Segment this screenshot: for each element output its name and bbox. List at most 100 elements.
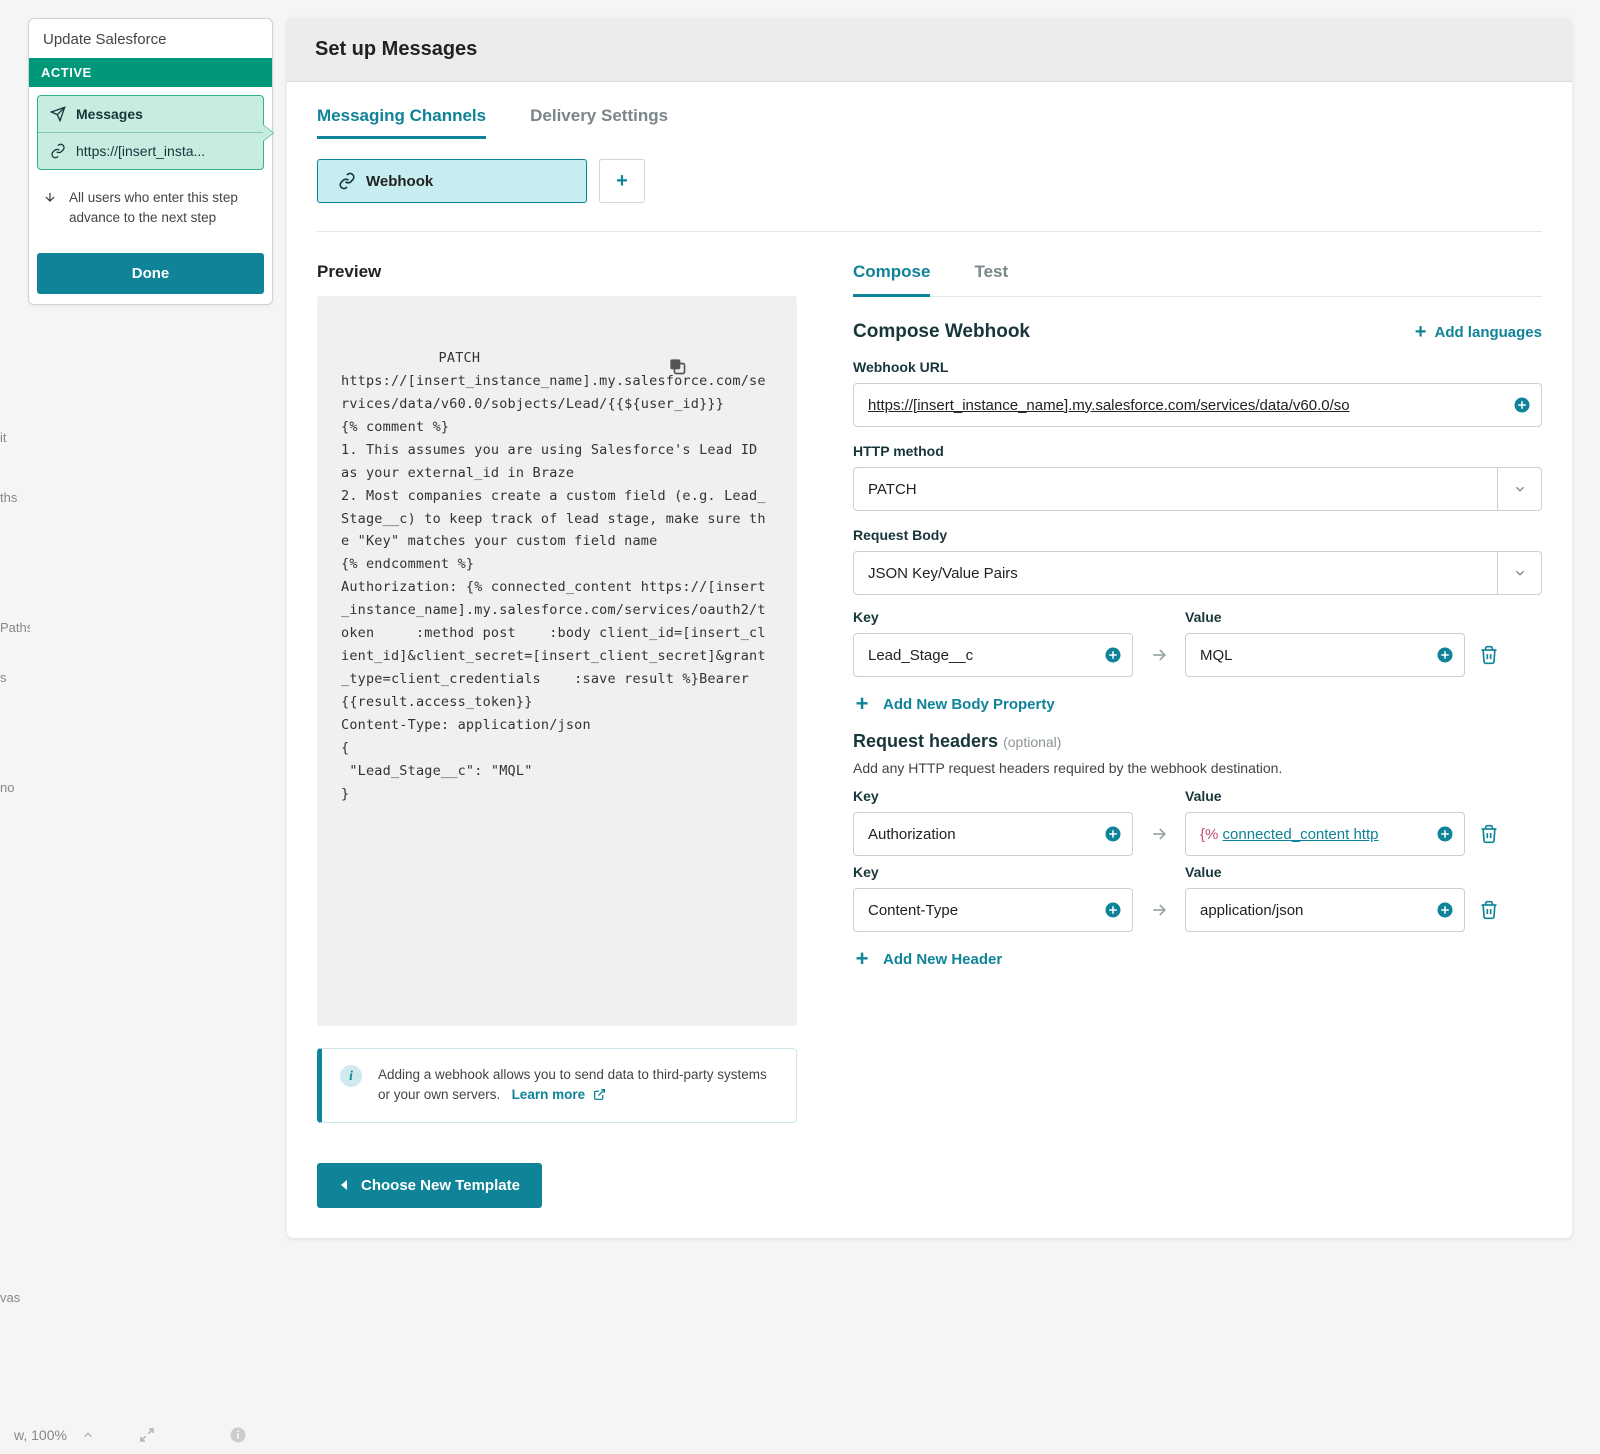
tab-label: Messaging Channels — [317, 106, 486, 125]
link-icon — [50, 143, 66, 159]
label-body-value: Value — [1185, 609, 1465, 625]
top-tabs: Messaging Channels Delivery Settings — [317, 106, 1542, 139]
compose-subtabs: Compose Test — [853, 262, 1542, 297]
tab-label: Delivery Settings — [530, 106, 668, 125]
zoom-bar: w, 100% — [0, 1416, 261, 1454]
header-key-input[interactable]: Content-Type — [853, 888, 1133, 932]
arrow-right-icon — [1145, 888, 1173, 932]
learn-more-label: Learn more — [512, 1087, 586, 1102]
advance-note-text: All users who enter this step advance to… — [69, 188, 258, 227]
body-value-value: MQL — [1200, 647, 1233, 664]
body-key-value: Lead_Stage__c — [868, 647, 973, 664]
subtab-test[interactable]: Test — [974, 262, 1008, 296]
plus-icon: + — [853, 695, 871, 713]
done-button[interactable]: Done — [37, 253, 264, 294]
choose-template-label: Choose New Template — [361, 1177, 520, 1194]
chevron-down-icon — [1497, 468, 1541, 510]
step-block[interactable]: Messages https://[insert_insta... — [37, 95, 264, 170]
body-key-input[interactable]: Lead_Stage__c — [853, 633, 1133, 677]
info-banner: i Adding a webhook allows you to send da… — [317, 1048, 797, 1123]
label-request-body: Request Body — [853, 527, 1542, 543]
caret-left-icon — [339, 1179, 349, 1191]
plus-icon: + — [853, 950, 871, 968]
channel-chip-webhook[interactable]: Webhook — [317, 159, 587, 203]
header-value-input[interactable]: application/json — [1185, 888, 1465, 932]
tab-messaging-channels[interactable]: Messaging Channels — [317, 106, 486, 139]
arrow-right-icon — [1145, 812, 1173, 856]
add-channel-button[interactable]: + — [599, 159, 645, 203]
label-webhook-url: Webhook URL — [853, 359, 1542, 375]
add-body-property-button[interactable]: + Add New Body Property — [853, 695, 1542, 713]
link-icon — [338, 172, 356, 190]
step-messages-label: Messages — [76, 106, 143, 122]
paper-plane-icon — [50, 106, 66, 122]
channel-chip-label: Webhook — [366, 173, 433, 190]
status-badge: ACTIVE — [29, 58, 272, 87]
add-languages-label: Add languages — [1434, 324, 1542, 341]
choose-template-button[interactable]: Choose New Template — [317, 1163, 542, 1208]
header-value-input[interactable]: {% connected_content http — [1185, 812, 1465, 856]
request-body-value: JSON Key/Value Pairs — [868, 565, 1018, 582]
setup-messages-panel: Set up Messages Messaging Channels Deliv… — [287, 18, 1572, 1238]
chevron-up-icon[interactable] — [81, 1428, 95, 1442]
webhook-url-value: https://[insert_instance_name].my.salesf… — [868, 397, 1350, 414]
step-sidebar-card: Update Salesforce ACTIVE Messages https:… — [28, 18, 273, 305]
plus-circle-icon[interactable] — [1104, 825, 1122, 843]
header-key-input[interactable]: Authorization — [853, 812, 1133, 856]
subtab-label: Test — [974, 262, 1008, 281]
delete-row-button[interactable] — [1477, 888, 1501, 932]
body-value-input[interactable]: MQL — [1185, 633, 1465, 677]
http-method-value: PATCH — [868, 481, 917, 498]
expand-icon[interactable] — [139, 1427, 155, 1443]
request-body-select[interactable]: JSON Key/Value Pairs — [853, 551, 1542, 595]
preview-heading: Preview — [317, 262, 797, 282]
advance-note: All users who enter this step advance to… — [29, 178, 272, 243]
chevron-down-icon — [1497, 552, 1541, 594]
plus-circle-icon[interactable] — [1436, 901, 1454, 919]
label-http-method: HTTP method — [853, 443, 1542, 459]
preview-box: PATCH https://[insert_instance_name].my.… — [317, 296, 797, 1026]
header-key-value: Authorization — [868, 826, 956, 843]
learn-more-link[interactable]: Learn more — [512, 1087, 606, 1102]
copy-icon[interactable] — [667, 310, 781, 422]
label-header-value: Value — [1185, 864, 1465, 880]
delete-row-button[interactable] — [1477, 812, 1501, 856]
subtab-label: Compose — [853, 262, 930, 281]
tab-delivery-settings[interactable]: Delivery Settings — [530, 106, 668, 139]
plus-icon: + — [1415, 322, 1427, 342]
arrow-down-icon — [43, 190, 59, 227]
subtab-compose[interactable]: Compose — [853, 262, 930, 297]
step-title: Update Salesforce — [29, 19, 272, 58]
add-header-label: Add New Header — [883, 951, 1002, 968]
label-header-value: Value — [1185, 788, 1465, 804]
add-body-property-label: Add New Body Property — [883, 696, 1055, 713]
add-languages-button[interactable]: + Add languages — [1415, 322, 1542, 342]
request-headers-text: Request headers — [853, 731, 998, 751]
header-key-value: Content-Type — [868, 902, 958, 919]
background-truncated-text: it ths Paths s no vas — [0, 0, 30, 1454]
step-caret-icon — [263, 125, 273, 141]
header-value-liquid: {% connected_content http — [1200, 826, 1378, 843]
plus-circle-icon[interactable] — [1436, 646, 1454, 664]
arrow-right-icon — [1145, 633, 1173, 677]
step-webhook-url: https://[insert_insta... — [76, 143, 205, 159]
webhook-url-input[interactable]: https://[insert_instance_name].my.salesf… — [853, 383, 1542, 427]
plus-circle-icon[interactable] — [1436, 825, 1454, 843]
compose-heading: Compose Webhook — [853, 321, 1030, 343]
plus-circle-icon[interactable] — [1513, 396, 1531, 414]
label-header-key: Key — [853, 864, 1133, 880]
zoom-label: w, 100% — [14, 1427, 67, 1443]
panel-title: Set up Messages — [287, 18, 1572, 82]
label-body-key: Key — [853, 609, 1133, 625]
add-header-button[interactable]: + Add New Header — [853, 950, 1542, 968]
plus-circle-icon[interactable] — [1104, 901, 1122, 919]
info-icon: i — [340, 1065, 362, 1087]
done-button-label: Done — [132, 265, 170, 282]
http-method-select[interactable]: PATCH — [853, 467, 1542, 511]
plus-circle-icon[interactable] — [1104, 646, 1122, 664]
label-header-key: Key — [853, 788, 1133, 804]
headers-help-text: Add any HTTP request headers required by… — [853, 760, 1542, 776]
delete-row-button[interactable] — [1477, 633, 1501, 677]
info-circle-icon[interactable] — [229, 1426, 247, 1444]
label-request-headers: Request headers (optional) — [853, 731, 1542, 752]
